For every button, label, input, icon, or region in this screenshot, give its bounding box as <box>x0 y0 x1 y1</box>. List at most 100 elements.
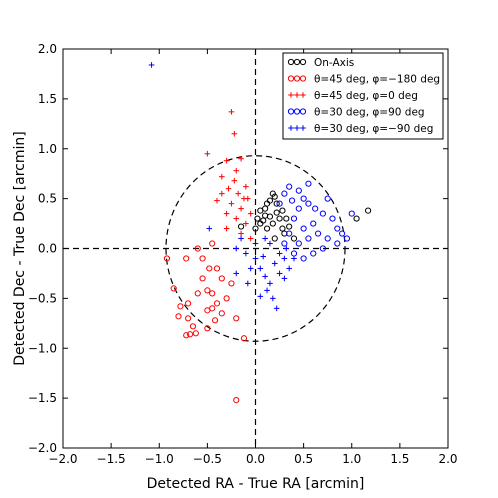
data-point <box>206 265 213 272</box>
data-point <box>204 325 211 332</box>
data-point <box>310 220 317 227</box>
data-point <box>305 200 312 207</box>
data-point <box>260 253 266 260</box>
data-point <box>266 213 274 220</box>
data-point <box>295 187 302 194</box>
legend-box <box>282 52 444 140</box>
data-point <box>233 167 240 174</box>
data-point <box>204 307 211 314</box>
data-point <box>233 270 240 277</box>
data-point <box>266 197 274 204</box>
legend: On-Axis θ=45 deg, φ=−180 deg θ=45 deg, φ=0… <box>282 52 444 140</box>
data-point <box>199 275 206 282</box>
y-tick-label: 1.5 <box>38 92 57 106</box>
legend-marker <box>294 125 300 131</box>
legend-entry: θ=45 deg, φ=0 deg <box>288 90 418 102</box>
data-point <box>233 315 240 322</box>
data-point <box>279 225 286 232</box>
legend-marker <box>293 58 301 66</box>
series-4 <box>148 62 297 312</box>
legend-marker <box>287 108 295 115</box>
data-point <box>300 255 307 262</box>
data-point <box>264 287 270 294</box>
x-tick-label: −1.0 <box>145 452 174 466</box>
data-point <box>219 190 225 197</box>
legend-marker <box>299 108 307 115</box>
data-point <box>235 190 241 197</box>
data-point <box>276 215 283 222</box>
data-point <box>343 235 351 242</box>
reference-circle <box>165 155 346 342</box>
data-point <box>273 200 280 207</box>
legend-entry: θ=30 deg, φ=90 deg <box>287 107 425 119</box>
reference-lines <box>63 49 448 448</box>
series-3 <box>276 180 355 262</box>
legend-marker <box>287 75 295 82</box>
data-point <box>194 290 201 297</box>
data-point <box>192 330 199 337</box>
data-point <box>271 260 278 267</box>
x-tick-label: 2.0 <box>438 452 457 466</box>
data-point <box>273 305 280 312</box>
data-point <box>334 225 341 232</box>
series-1 <box>163 240 248 404</box>
data-point <box>189 323 197 330</box>
data-point <box>186 331 194 338</box>
data-point <box>279 207 286 214</box>
data-point <box>300 195 307 202</box>
y-axis-title: Detected Dec - True Dec [arcmin] <box>12 131 28 365</box>
data-point <box>257 293 264 300</box>
y-tick-label: −1.5 <box>28 391 57 405</box>
data-point <box>329 215 336 222</box>
data-point <box>286 230 293 237</box>
series-2 <box>204 109 254 242</box>
data-point <box>194 245 201 252</box>
data-point <box>175 313 182 320</box>
data-point <box>283 245 290 252</box>
data-point <box>245 280 251 287</box>
x-tick-label: −2.0 <box>48 452 77 466</box>
data-point <box>262 235 268 242</box>
data-point <box>228 109 235 115</box>
legend-marker <box>288 125 294 131</box>
data-point <box>319 210 326 217</box>
y-tick-label: 1.0 <box>38 142 57 156</box>
data-point <box>257 220 264 227</box>
legend-marker <box>299 75 307 82</box>
x-tick-label: 0.0 <box>246 452 265 466</box>
data-point <box>199 255 206 262</box>
axis-ticks: −2.0 −1.5 −1.0 −0.5 0.0 0.5 1.0 1.5 2.0 −2.0 −1.5 −… <box>28 42 458 466</box>
data-point <box>183 255 190 262</box>
legend-entry: θ=45 deg, φ=−180 deg <box>287 74 440 86</box>
data-point <box>185 315 192 322</box>
data-point <box>237 223 245 230</box>
data-point <box>213 265 221 272</box>
legend-marker <box>300 92 306 98</box>
data-point <box>204 150 211 157</box>
data-point <box>262 205 269 212</box>
data-point <box>365 207 372 214</box>
data-point <box>254 215 261 222</box>
data-point <box>286 265 292 272</box>
legend-entry: On-Axis <box>287 57 354 69</box>
data-point <box>348 210 355 217</box>
data-point <box>290 235 298 242</box>
data-point <box>262 273 268 280</box>
data-point <box>290 250 298 257</box>
data-point <box>223 225 230 232</box>
data-point <box>238 230 244 237</box>
legend-label: θ=45 deg, φ=−180 deg <box>314 74 440 86</box>
data-point <box>243 220 249 227</box>
data-point <box>271 235 278 242</box>
data-point <box>218 275 225 282</box>
data-point <box>177 303 184 310</box>
data-point <box>228 280 235 287</box>
data-point <box>211 317 219 324</box>
data-point <box>214 197 220 204</box>
data-point <box>223 295 230 302</box>
data-point <box>263 225 271 232</box>
data-point <box>252 240 259 247</box>
data-point <box>291 255 297 262</box>
data-point <box>310 250 317 257</box>
data-point <box>267 280 273 287</box>
